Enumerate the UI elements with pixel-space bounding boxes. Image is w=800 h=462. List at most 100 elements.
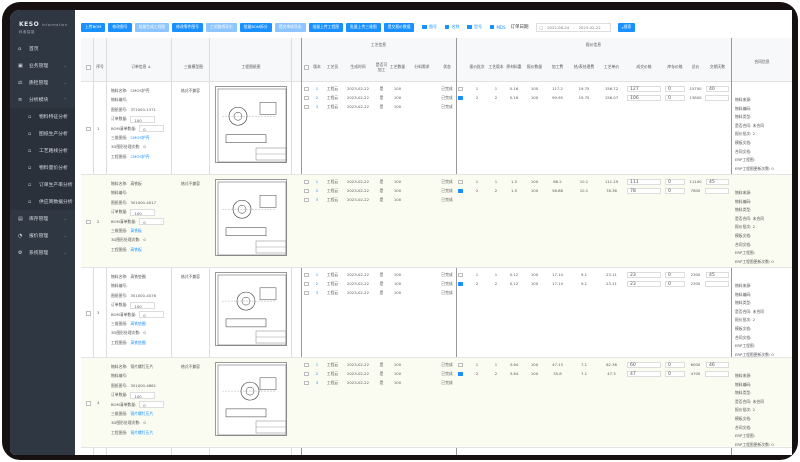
bom-count-input[interactable]: 0 <box>139 311 165 319</box>
quote-stock-input[interactable]: 0 <box>665 179 685 185</box>
quote-stock-input[interactable]: 0 <box>665 86 685 92</box>
sidebar-item[interactable]: ⚖ 质检管理 ⌄ <box>10 74 75 91</box>
toolbar-button[interactable]: 上传BOM <box>81 22 106 32</box>
checkbox[interactable] <box>467 24 472 30</box>
row-checkbox[interactable] <box>86 311 91 316</box>
sidebar-item[interactable]: ◔ 报价管理 ⌄ <box>10 227 75 244</box>
drawing-thumbnail[interactable] <box>215 272 287 346</box>
eng-drawing-link[interactable]: CMOS护壳 <box>130 153 150 159</box>
quote-days-input[interactable]: 46 <box>706 362 729 368</box>
search-button[interactable]: ⌕ 搜索 <box>617 22 636 32</box>
quote-checkbox[interactable] <box>458 86 463 91</box>
model-3d-link[interactable]: 高铁板 <box>130 227 142 233</box>
quote-stock-input[interactable]: 0 <box>665 371 685 377</box>
sidebar-subitem[interactable]: ▫ 供应商数据分析 <box>10 193 75 210</box>
quote-days-input[interactable]: 45 <box>706 179 729 185</box>
quote-checkbox[interactable] <box>458 95 463 100</box>
sidebar-item[interactable]: ≡ 分析模块 ⌃ <box>10 91 75 108</box>
row-checkbox[interactable] <box>86 126 91 131</box>
process-version[interactable]: 3 <box>315 197 319 202</box>
process-version[interactable]: 3 <box>315 380 319 385</box>
chevron-down-icon[interactable]: ⌄ <box>63 80 67 85</box>
model-3d-link[interactable]: CMOS护壳 <box>130 134 150 140</box>
process-select-all[interactable] <box>304 65 309 70</box>
order-qty-input[interactable]: 100 <box>130 301 156 309</box>
process-version[interactable]: 3 <box>315 290 319 295</box>
select-all-checkbox[interactable] <box>86 65 91 70</box>
order-qty-input[interactable]: 100 <box>130 391 156 399</box>
quote-days-input[interactable] <box>705 281 729 287</box>
quote-deal-input[interactable]: 78 <box>627 188 661 194</box>
process-checkbox[interactable] <box>304 290 309 295</box>
toolbar-button[interactable]: 提交报价数据 <box>383 22 415 32</box>
quote-stock-input[interactable]: 0 <box>665 281 685 287</box>
sidebar-item[interactable]: ⌂ 首页 <box>10 40 75 57</box>
quote-days-input[interactable]: 45 <box>706 272 729 278</box>
toolbar-button[interactable]: 修改图号 <box>108 22 132 32</box>
process-checkbox[interactable] <box>304 371 309 376</box>
process-checkbox[interactable] <box>304 179 309 184</box>
chevron-up-icon[interactable]: ⌃ <box>63 97 67 102</box>
eng-drawing-link[interactable]: 铜片螺钉压片 <box>130 429 154 435</box>
process-version[interactable]: 1 <box>315 362 319 367</box>
chevron-down-icon[interactable]: ⌄ <box>63 250 67 255</box>
process-version[interactable]: 1 <box>315 179 319 184</box>
toolbar-button[interactable]: 工艺路线导出 <box>205 22 237 32</box>
process-version[interactable]: 1 <box>315 86 319 91</box>
model-3d-link[interactable]: 铜片螺钉压片 <box>130 410 154 416</box>
chevron-down-icon[interactable]: ⌄ <box>63 233 67 238</box>
sidebar-item[interactable]: ▣ 业务管理 ⌄ <box>10 57 75 74</box>
toolbar-button[interactable]: 批量上传工程图 <box>308 22 344 32</box>
quote-checkbox[interactable] <box>458 362 463 367</box>
process-checkbox[interactable] <box>304 272 309 277</box>
bom-count-input[interactable]: 0 <box>139 125 165 133</box>
process-checkbox[interactable] <box>304 281 309 286</box>
checkbox[interactable] <box>489 24 495 30</box>
quote-deal-input[interactable]: 23 <box>627 281 661 287</box>
process-version[interactable]: 2 <box>315 188 319 193</box>
quote-deal-input[interactable]: 127 <box>627 86 661 92</box>
drawing-thumbnail[interactable] <box>215 86 287 163</box>
checkbox[interactable] <box>422 24 427 30</box>
filter-checkbox[interactable]: 图号 <box>422 24 437 30</box>
filter-checkbox[interactable]: MDS <box>489 24 506 30</box>
sidebar-subitem[interactable]: ▫ 工艺路线分析 <box>10 142 75 159</box>
toolbar-button[interactable]: 批量生成工程图 <box>134 22 170 32</box>
sidebar-subitem[interactable]: ▫ 订单生产率分析 <box>10 176 75 193</box>
drawing-thumbnail[interactable] <box>215 362 287 436</box>
quote-checkbox[interactable] <box>458 179 463 184</box>
process-checkbox[interactable] <box>304 95 309 100</box>
model-3d-link[interactable]: 高铁垫圈 <box>130 320 146 326</box>
process-checkbox[interactable] <box>304 380 309 385</box>
date-range-picker[interactable]: ▢ 2022-08-24-2023-02-22 <box>535 22 611 32</box>
quote-days-input[interactable]: 40 <box>706 86 729 92</box>
toolbar-button[interactable]: 批量BOM拆分 <box>239 22 272 32</box>
quote-checkbox[interactable] <box>458 272 463 277</box>
eng-drawing-link[interactable]: 高铁板 <box>130 246 142 252</box>
quote-deal-input[interactable]: 111 <box>627 179 661 185</box>
process-checkbox[interactable] <box>304 104 309 109</box>
filter-checkbox[interactable]: 型号 <box>467 24 482 30</box>
process-checkbox[interactable] <box>304 362 309 367</box>
process-version[interactable]: 2 <box>315 371 319 376</box>
sidebar-subitem[interactable]: ▫ 物料特征分析 <box>10 108 75 125</box>
quote-checkbox[interactable] <box>458 188 463 193</box>
quote-stock-input[interactable]: 0 <box>665 95 685 101</box>
sidebar-subitem[interactable]: ▫ 物料量价分析 <box>10 159 75 176</box>
chevron-down-icon[interactable]: ⌄ <box>63 216 67 221</box>
drawing-thumbnail[interactable] <box>215 179 287 256</box>
quote-deal-input[interactable]: 106 <box>627 95 661 101</box>
quote-stock-input[interactable]: 0 <box>665 272 685 278</box>
process-checkbox[interactable] <box>304 86 309 91</box>
quote-deal-input[interactable]: 60 <box>627 362 661 368</box>
toolbar-button[interactable]: 提交审核导出 <box>274 22 306 32</box>
quote-stock-input[interactable]: 0 <box>665 362 685 368</box>
process-version[interactable]: 1 <box>315 272 319 277</box>
sidebar-subitem[interactable]: ▫ 图纸生产分析 <box>10 125 75 142</box>
sidebar-item[interactable]: ⚙ 系统管理 ⌄ <box>10 244 75 261</box>
quote-days-input[interactable] <box>705 371 729 377</box>
chevron-down-icon[interactable]: ⌄ <box>63 63 67 68</box>
bom-count-input[interactable]: 0 <box>139 401 165 409</box>
order-qty-input[interactable]: 100 <box>130 115 156 123</box>
quote-deal-input[interactable]: 47 <box>627 371 661 377</box>
